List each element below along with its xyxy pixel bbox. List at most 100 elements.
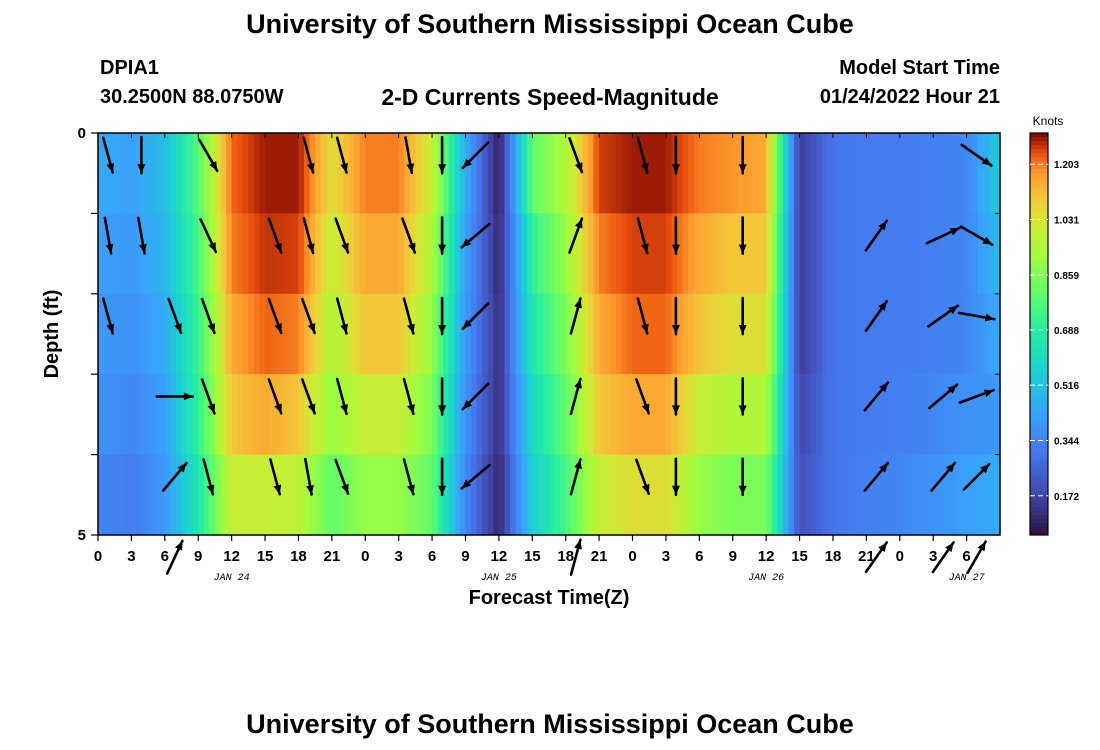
heatmap-cell: [782, 374, 790, 456]
heatmap-cell: [281, 213, 288, 295]
heatmap-cell: [326, 374, 333, 456]
colorbar-segment: [1030, 354, 1048, 359]
heatmap-cell: [988, 133, 996, 214]
heatmap-cell: [471, 454, 478, 536]
heatmap-cell: [587, 133, 595, 214]
heatmap-cell: [587, 374, 595, 456]
heatmap-cell: [404, 293, 411, 375]
x-tick-label: 3: [929, 548, 937, 565]
heatmap-cell: [610, 293, 617, 375]
heatmap-cell: [437, 454, 444, 536]
heatmap-cell: [326, 293, 333, 375]
heatmap-cell: [710, 454, 717, 536]
heatmap-cell: [114, 293, 121, 375]
heatmap-cell: [226, 374, 233, 456]
heatmap-cell: [638, 454, 645, 536]
heatmap-cell: [894, 213, 901, 295]
heatmap-cell: [532, 293, 539, 375]
colorbar-segment: [1030, 494, 1048, 500]
heatmap-cell: [198, 213, 205, 295]
heatmap-cell: [315, 213, 322, 295]
heatmap-cell: [587, 454, 595, 536]
heatmap-cell: [593, 374, 600, 456]
heatmap-cell: [849, 454, 856, 536]
heatmap-cell: [292, 133, 300, 214]
heatmap-cell: [894, 374, 901, 456]
heatmap-cell: [103, 293, 110, 375]
heatmap-cell: [387, 133, 394, 214]
heatmap-cell: [877, 374, 884, 456]
current-arrow: [335, 136, 348, 174]
heatmap-cell: [838, 454, 845, 536]
current-arrow: [957, 311, 996, 322]
heatmap-cell: [214, 133, 222, 214]
heatmap-cell: [270, 293, 277, 375]
heatmap-cell: [203, 293, 210, 375]
current-arrow: [966, 540, 987, 575]
heatmap-cell: [393, 213, 400, 295]
heatmap-cell: [832, 133, 840, 214]
heatmap-cell: [98, 213, 105, 295]
current-arrow: [199, 218, 218, 254]
heatmap-cell: [242, 374, 249, 456]
current-arrow: [165, 539, 184, 575]
heatmap-cell: [626, 213, 634, 295]
heatmap-cell: [420, 133, 428, 214]
heatmap-cell: [420, 293, 428, 375]
current-arrow: [161, 461, 188, 492]
colorbar-segment: [1030, 518, 1048, 524]
heatmap-cell: [910, 454, 918, 536]
heatmap-cell: [743, 374, 751, 456]
heatmap-cell: [961, 133, 968, 214]
heatmap-cell: [148, 133, 155, 214]
colorbar-segment: [1030, 490, 1048, 496]
heatmap-cell: [432, 293, 439, 375]
colorbar-segment: [1030, 366, 1048, 371]
heatmap-cell: [521, 454, 528, 536]
heatmap-cell: [181, 454, 188, 536]
heatmap-cell: [498, 213, 506, 295]
current-arrow: [738, 135, 747, 175]
heatmap-cell: [576, 454, 584, 536]
colorbar-segment: [1030, 161, 1048, 166]
heatmap-cell: [203, 454, 210, 536]
heatmap-cell: [988, 213, 996, 295]
colorbar-segment: [1030, 269, 1048, 275]
heatmap-cell: [749, 133, 756, 214]
heatmap-cell: [677, 293, 684, 375]
heatmap-cell: [265, 374, 272, 456]
heatmap-cell: [755, 293, 762, 375]
heatmap-cell: [220, 213, 227, 295]
heatmap-cell: [716, 374, 723, 456]
heatmap-cell: [476, 293, 483, 375]
heatmap-cell: [665, 374, 673, 456]
date-label: JAN 25: [481, 573, 517, 584]
colorbar-segment: [1030, 141, 1048, 146]
heatmap-cell: [376, 374, 383, 456]
heatmap-cell: [175, 213, 183, 295]
station-id: DPIA1: [100, 57, 159, 79]
chart-subtitle: 2-D Currents Speed-Magnitude: [381, 84, 719, 110]
heatmap-cell: [643, 374, 650, 456]
heatmap-cell: [827, 454, 834, 536]
heatmap-cell: [532, 213, 539, 295]
heatmap-cell: [793, 133, 801, 214]
heatmap-cell: [560, 213, 567, 295]
heatmap-cell: [365, 293, 372, 375]
colorbar-segment: [1030, 442, 1048, 448]
heatmap-cell: [359, 133, 366, 214]
current-arrow: [671, 457, 680, 497]
heatmap-cell: [821, 454, 828, 536]
colorbar-segment: [1030, 478, 1048, 484]
heatmap-cell: [688, 133, 695, 214]
heatmap-cell: [855, 374, 862, 456]
heatmap-cell: [365, 374, 372, 456]
heatmap-cell: [159, 374, 166, 456]
heatmap-cell: [838, 374, 845, 456]
x-tick-label: 21: [324, 548, 341, 565]
heatmap-cell: [905, 374, 912, 456]
heatmap-cell: [860, 213, 867, 295]
current-arrow: [568, 137, 584, 174]
heatmap-cell: [905, 213, 912, 295]
heatmap-cell: [933, 293, 940, 375]
